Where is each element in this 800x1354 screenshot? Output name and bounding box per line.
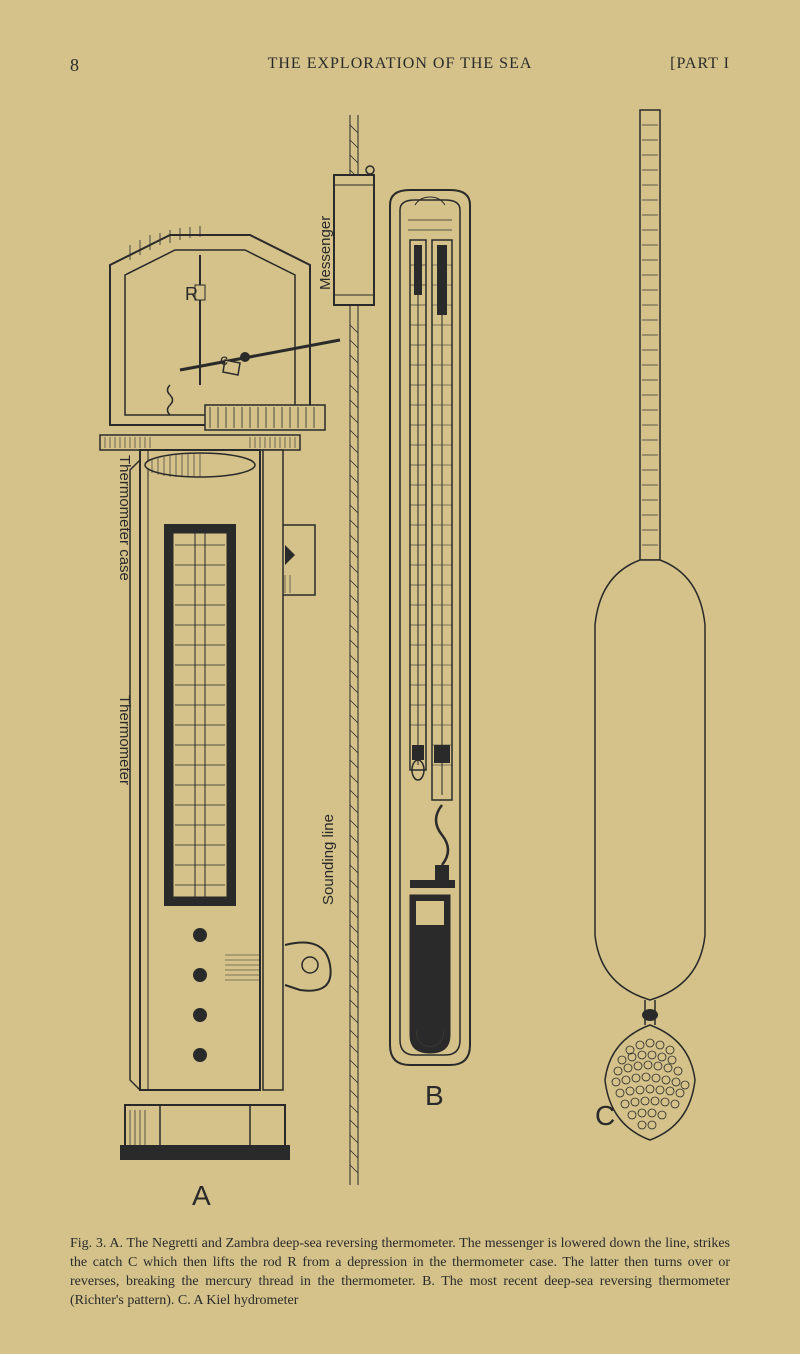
header-title: THE EXPLORATION OF THE SEA [268, 55, 533, 73]
label-messenger: Messenger [317, 216, 334, 290]
figure-illustration: R c Messenger Sounding line Thermometer … [70, 105, 730, 1225]
label-thermometer-case: Thermometer case [116, 455, 133, 581]
device-c-group [595, 110, 705, 1140]
label-a: A [192, 1180, 211, 1211]
label-c: C [595, 1100, 615, 1131]
label-thermometer: Thermometer [116, 695, 133, 785]
caption-text: A. The Negretti and Zambra deep-sea reve… [70, 1236, 730, 1308]
label-c-small: c [220, 352, 228, 369]
device-b-group [390, 190, 470, 1065]
label-b: B [425, 1080, 444, 1111]
page-number: 8 [70, 55, 79, 76]
label-r: R [185, 284, 198, 304]
figure-caption: Fig. 3. A. The Negretti and Zambra deep-… [70, 1235, 730, 1311]
part-label: [PART I [670, 55, 730, 73]
label-sounding-line: Sounding line [320, 814, 337, 905]
caption-prefix: Fig. 3. [70, 1236, 106, 1251]
